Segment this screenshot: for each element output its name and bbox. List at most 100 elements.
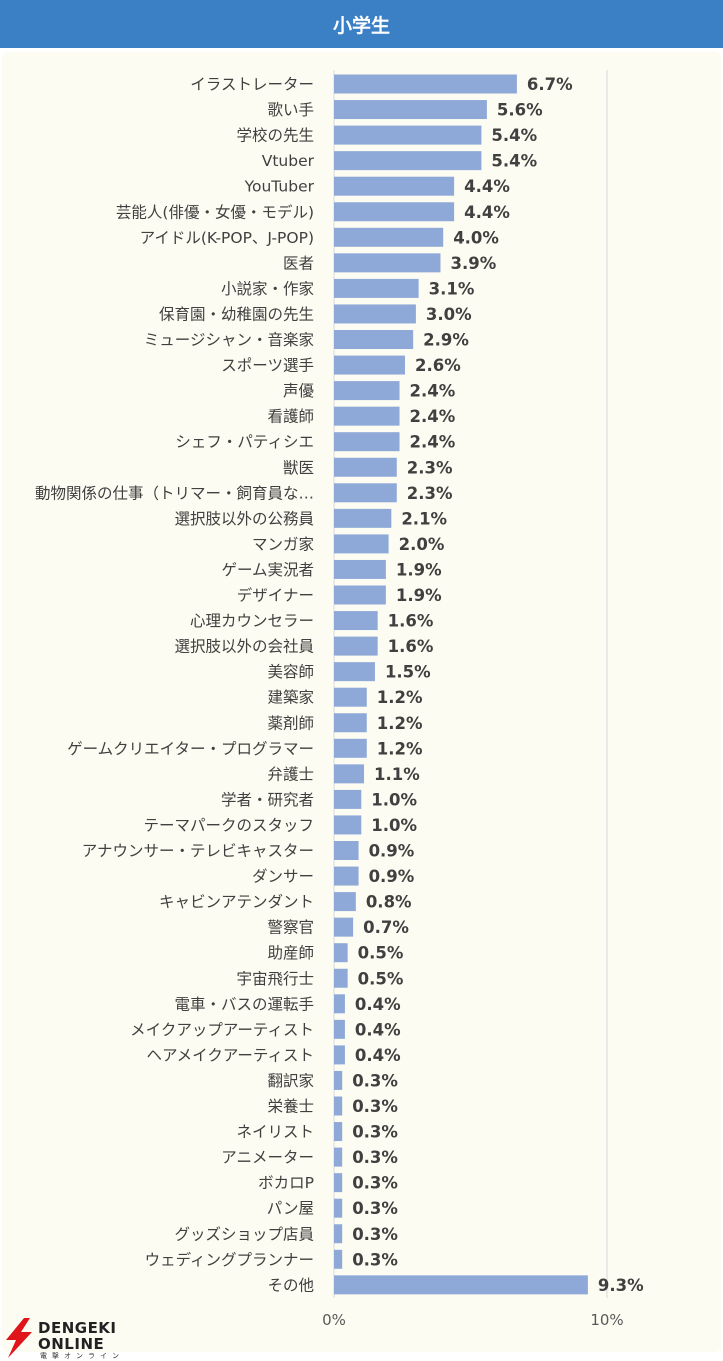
chart-title: 小学生 [332,14,390,37]
data-label: 2.4% [410,382,456,401]
bar [334,406,400,426]
data-label: 0.3% [352,1250,398,1269]
category-label: 芸能人(俳優・女優・モデル) [116,202,314,221]
bar [334,1198,343,1218]
category-label: 獣医 [283,459,314,477]
category-label: ウェディングプランナー [145,1250,314,1269]
data-label: 9.3% [598,1276,644,1295]
data-label: 2.1% [401,509,447,528]
category-label: デザイナー [237,586,314,605]
data-label: 1.6% [388,612,434,631]
category-label: 宇宙飛行士 [236,970,314,988]
category-label: ヘアメイクアーティスト [146,1046,314,1064]
data-label: 0.3% [352,1225,398,1244]
bar [334,1019,345,1039]
bar [334,1249,343,1269]
bar [334,304,416,324]
data-label: 0.9% [369,867,415,886]
bar [334,611,378,631]
data-label: 0.5% [358,969,404,988]
category-label: パン屋 [267,1200,314,1218]
data-label: 1.2% [377,688,423,707]
bar [334,100,487,120]
category-label: グッズショップ店員 [174,1225,314,1243]
x-tick-label: 10% [590,1311,623,1329]
lightning-bolt-icon [6,1318,32,1358]
data-label: 0.3% [352,1199,398,1218]
category-label: 動物関係の仕事（トリマー・飼育員な… [35,484,314,502]
bar [334,943,348,963]
bar [334,176,455,196]
bar [334,559,386,579]
bar [334,866,359,886]
data-label: 5.4% [491,126,537,145]
bar [334,1147,343,1167]
category-label: 選択肢以外の公務員 [174,510,314,528]
bar [334,841,359,860]
data-label: 0.4% [355,1020,401,1039]
bar [334,432,400,452]
bar [334,636,378,656]
data-label: 0.4% [355,995,401,1014]
data-label: 1.1% [374,765,420,784]
category-label: イラストレーター [190,76,314,94]
category-label: アイドル(K-POP、J-POP) [140,229,314,247]
category-label: 歌い手 [267,101,314,119]
category-label: 学者・研究者 [221,791,314,809]
bar [334,892,356,912]
data-label: 2.3% [407,458,453,477]
category-label: 栄養士 [267,1098,314,1116]
bar [334,227,444,247]
bar [334,1173,343,1193]
bar [334,253,441,273]
category-label: ダンサー [252,868,314,886]
data-label: 1.9% [396,586,442,605]
bar [334,151,482,171]
category-label: 建築家 [267,689,314,707]
data-label: 0.7% [363,918,409,937]
data-label: 3.9% [450,254,496,273]
data-label: 0.3% [352,1123,398,1142]
data-label: 4.4% [464,203,510,222]
bar [334,355,405,375]
category-label: アナウンサー・テレビキャスター [82,842,314,860]
bar [334,1070,343,1090]
data-label: 1.2% [377,714,423,733]
category-label: 助産師 [267,944,314,962]
category-label: 警察官 [267,919,314,937]
data-label: 4.4% [464,177,510,196]
bar [334,483,397,503]
category-label: 薬剤師 [267,714,314,732]
bar [334,917,354,937]
category-label: 小説家・作家 [221,280,314,298]
category-label: 弁護士 [267,765,314,783]
bar [334,457,397,477]
category-label: 医者 [283,254,314,272]
bar [334,202,455,222]
data-label: 5.4% [491,152,537,171]
data-label: 1.0% [371,790,417,809]
data-label: 3.1% [429,279,475,298]
bar [334,381,400,401]
category-label: アニメーター [221,1149,314,1167]
data-label: 1.0% [371,816,417,835]
data-label: 0.3% [352,1148,398,1167]
logo-line-2: ONLINE [38,1335,105,1353]
category-label: 心理カウンセラー [190,612,314,630]
data-label: 2.4% [410,407,456,426]
bar [334,1045,345,1065]
bar [334,994,345,1014]
bar [334,534,389,554]
category-label: ボカロP [258,1174,314,1192]
bar [334,738,367,758]
data-label: 2.9% [423,331,469,350]
x-tick-label: 0% [322,1311,346,1329]
bar [334,278,419,298]
bar [334,1096,343,1116]
bar [334,662,375,682]
data-label: 0.9% [369,842,415,861]
bar [334,789,362,809]
bar [334,713,367,733]
category-label: 翻訳家 [267,1072,314,1090]
